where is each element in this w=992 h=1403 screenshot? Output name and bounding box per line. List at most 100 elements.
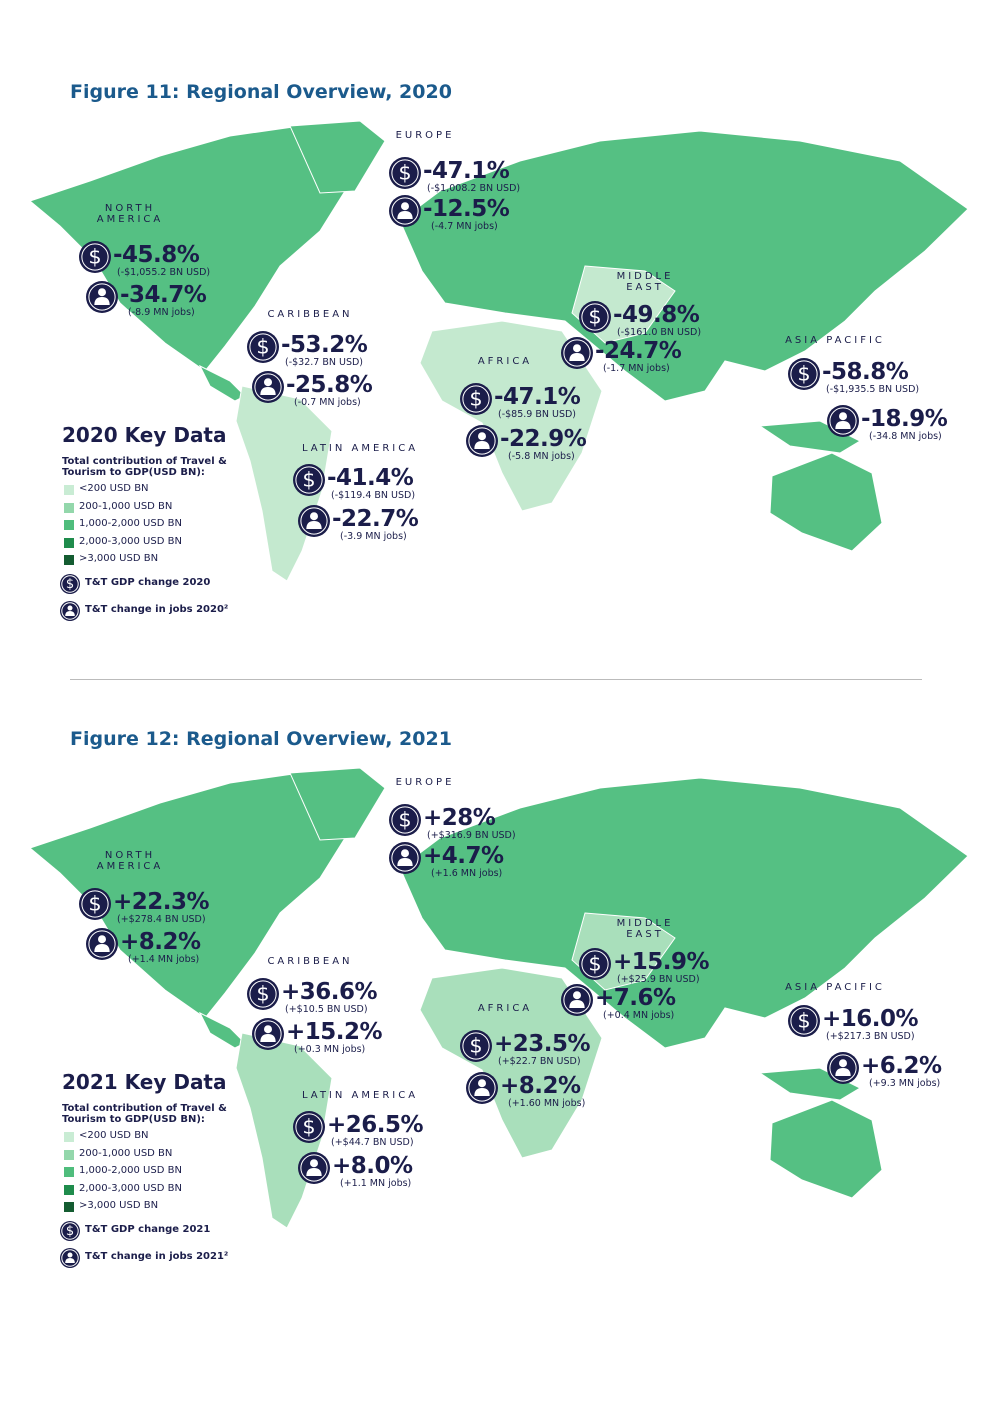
legend-label: 1,000-2,000 USD BN (79, 518, 182, 529)
jobs-change: -22.9% (500, 426, 587, 452)
icon-circle (60, 1221, 80, 1241)
icon-circle (293, 464, 325, 496)
dollar-icon: $ (293, 464, 325, 496)
legend-label: <200 USD BN (79, 1130, 149, 1141)
jobs-amount: (-34.8 MN jobs) (869, 431, 942, 442)
jobs-amount: (-1.7 MN jobs) (603, 363, 670, 374)
dollar-icon: $ (247, 978, 279, 1010)
dollar-sign: $ (66, 577, 74, 592)
region-name: CARIBBEAN (267, 956, 353, 967)
icon-ring (61, 1249, 79, 1267)
jobs-amount: (+1.60 MN jobs) (508, 1098, 586, 1109)
legend-swatch (64, 537, 74, 548)
icon-ring (563, 339, 591, 367)
person-body (260, 387, 276, 395)
icon-ring (61, 575, 79, 593)
person-icon (466, 1072, 498, 1104)
person-icon (298, 505, 330, 537)
region-name: CARIBBEAN (267, 309, 353, 320)
person-icon (389, 195, 421, 227)
jobs-change: -34.7% (120, 282, 207, 308)
legend-swatch (64, 502, 74, 513)
gdp-amount: (-$161.0 BN USD) (617, 327, 702, 338)
jobs-amount: (+1.4 MN jobs) (128, 954, 200, 965)
jobs-change: +8.2% (500, 1073, 581, 1099)
dollar-sign: $ (302, 468, 315, 492)
person-head (264, 1025, 272, 1034)
jobs-change: -25.8% (286, 372, 373, 398)
icon-ring (254, 1020, 282, 1048)
dollar-sign: $ (88, 245, 101, 269)
person-icon (60, 1248, 80, 1268)
person-head (573, 344, 581, 353)
person-body (569, 353, 585, 361)
person-icon (561, 337, 593, 369)
icon-ring (391, 806, 419, 834)
gdp-amount: (+$278.4 BN USD) (117, 914, 206, 925)
gdp-change: +28% (423, 805, 496, 831)
icon-circle (247, 331, 279, 363)
person-body (835, 1068, 851, 1076)
legend-swatch (64, 555, 74, 565)
gdp-change: +22.3% (113, 889, 210, 915)
gdp-icon-label: T&T GDP change 2020 (85, 577, 211, 588)
gdp-change: +36.6% (281, 979, 378, 1005)
person-icon (298, 1152, 330, 1184)
icon-ring (581, 303, 609, 331)
icon-circle (247, 978, 279, 1010)
central-america (198, 364, 246, 402)
icon-ring (462, 1032, 490, 1060)
region-name: EUROPE (395, 777, 455, 788)
person-body (306, 521, 322, 529)
legend-swatch (64, 1149, 74, 1160)
legend-label: 2,000-3,000 USD BN (79, 1182, 182, 1194)
person-body (835, 421, 851, 429)
world-map (28, 767, 969, 1229)
icon-circle (460, 1030, 492, 1062)
icon-ring (295, 1113, 323, 1141)
legend-swatch (64, 1167, 74, 1177)
gdp-change: -58.8% (822, 359, 909, 385)
australia (769, 1099, 883, 1199)
figure-title: Figure 11: Regional Overview, 2020 (70, 81, 452, 103)
person-icon (466, 425, 498, 457)
gdp-change: -45.8% (113, 242, 200, 268)
icon-circle (389, 157, 421, 189)
icon-ring (300, 507, 328, 535)
icon-ring (300, 1154, 328, 1182)
key-description: Total contribution of Travel & Tourism t… (62, 456, 227, 478)
person-head (310, 512, 318, 521)
icon-ring (581, 950, 609, 978)
jobs-change: -18.9% (861, 406, 948, 432)
icon-circle (788, 358, 820, 390)
person-head (401, 202, 409, 211)
dollar-icon: $ (79, 241, 111, 273)
gdp-change: -49.8% (613, 302, 700, 328)
jobs-amount: (+0.4 MN jobs) (603, 1010, 675, 1021)
gdp-amount: (+$316.9 BN USD) (427, 830, 516, 841)
region-name: AFRICA (477, 356, 533, 367)
jobs-amount: (+1.1 MN jobs) (340, 1178, 412, 1189)
dollar-icon: $ (788, 1005, 820, 1037)
jobs-amount: (-3.9 MN jobs) (340, 531, 407, 542)
icon-circle (79, 241, 111, 273)
gdp-amount: (-$1,008.2 BN USD) (427, 183, 521, 194)
dollar-icon: $ (460, 383, 492, 415)
icon-circle (579, 301, 611, 333)
world-map (28, 120, 969, 582)
gdp-amount: (+$10.5 BN USD) (285, 1004, 368, 1015)
region-name: LATIN AMERICA (301, 1090, 419, 1101)
dollar-sign: $ (256, 982, 269, 1006)
dollar-icon: $ (579, 948, 611, 980)
icon-ring (829, 407, 857, 435)
dollar-sign: $ (398, 161, 411, 185)
gdp-amount: (+$25.9 BN USD) (617, 974, 700, 985)
gdp-change: -41.4% (327, 465, 414, 491)
jobs-change: +6.2% (861, 1053, 942, 1079)
dollar-icon: $ (389, 157, 421, 189)
person-head (839, 1059, 847, 1068)
icon-circle (389, 804, 421, 836)
figure-title: Figure 12: Regional Overview, 2021 (70, 728, 452, 750)
jobs-amount: (-5.8 MN jobs) (508, 451, 575, 462)
